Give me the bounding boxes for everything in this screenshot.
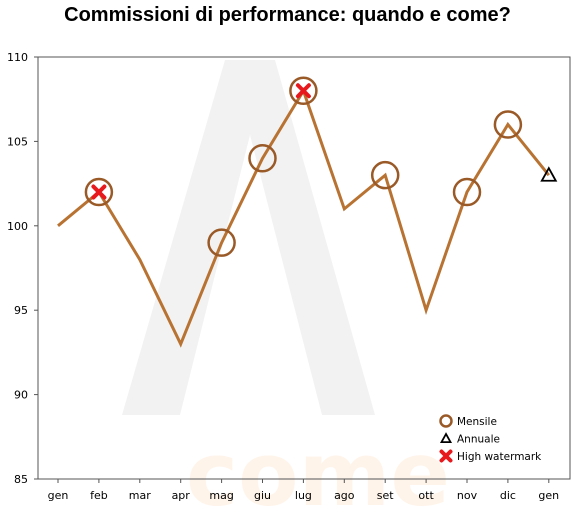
x-tick-label: giu bbox=[254, 489, 271, 502]
plot-frame bbox=[37, 56, 571, 480]
mensile-marker bbox=[452, 177, 482, 207]
y-tick-label: 85 bbox=[14, 473, 28, 486]
mensile-marker bbox=[84, 177, 114, 207]
high-watermark-marker bbox=[91, 184, 107, 200]
markers-layer bbox=[84, 76, 558, 257]
x-tick-label: feb bbox=[90, 489, 108, 502]
x-tick-label: gen bbox=[538, 489, 559, 502]
mensile-marker bbox=[289, 76, 318, 106]
chart-title: Commissioni di performance: quando e com… bbox=[64, 4, 511, 26]
x-tick-label: mar bbox=[129, 489, 151, 502]
x-tick-label: gen bbox=[48, 489, 69, 502]
legend-label: High watermark bbox=[457, 451, 542, 463]
legend-symbol bbox=[439, 449, 453, 463]
legend-label: Mensile bbox=[457, 416, 497, 428]
high-watermark-marker bbox=[295, 83, 311, 99]
y-tick-label: 95 bbox=[14, 304, 28, 317]
axis-ticks: 85 90 95 100 105 110 gen feb mar apr mag giu lug ago s… bbox=[7, 51, 559, 502]
x-tick-label: ago bbox=[334, 489, 355, 502]
chart-legend: Mensile Annuale High watermark bbox=[439, 414, 542, 463]
watermark-text: come bbox=[186, 423, 450, 514]
x-tick-label: dic bbox=[500, 489, 516, 502]
legend-symbol bbox=[439, 414, 453, 428]
x-tick-label: mag bbox=[209, 489, 233, 502]
x-tick-label: apr bbox=[172, 489, 191, 502]
y-tick-label: 100 bbox=[7, 220, 28, 233]
mensile-marker bbox=[493, 110, 523, 139]
plot-axes bbox=[37, 56, 571, 480]
watermark-logo: come bbox=[122, 60, 450, 514]
x-tick-label: nov bbox=[457, 489, 478, 502]
y-tick-label: 110 bbox=[7, 51, 28, 64]
x-tick-label: lug bbox=[295, 489, 312, 502]
legend-symbol bbox=[439, 432, 453, 444]
mensile-marker bbox=[248, 144, 277, 173]
y-tick-label: 105 bbox=[7, 135, 28, 148]
mensile-marker bbox=[370, 160, 400, 190]
mensile-marker bbox=[207, 228, 236, 257]
legend-label: Annuale bbox=[457, 434, 500, 446]
annuale-marker bbox=[540, 166, 558, 182]
x-tick-label: set bbox=[377, 489, 394, 502]
y-tick-label: 90 bbox=[14, 389, 28, 402]
x-tick-label: ott bbox=[418, 489, 434, 502]
